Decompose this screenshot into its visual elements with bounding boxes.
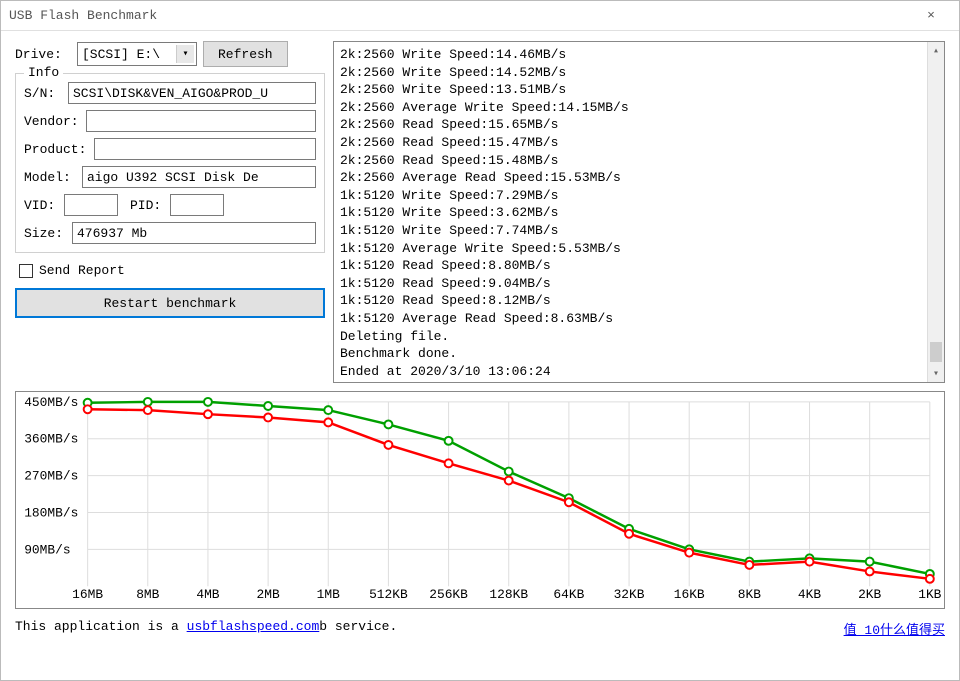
footer-right-link[interactable]: 值 10什么值得买 — [844, 619, 945, 638]
svg-text:8MB: 8MB — [136, 587, 159, 602]
product-field[interactable] — [94, 138, 316, 160]
svg-text:2KB: 2KB — [858, 587, 881, 602]
scroll-up-icon[interactable]: ▴ — [928, 42, 944, 59]
svg-text:270MB/s: 270MB/s — [24, 469, 78, 484]
vendor-field[interactable] — [86, 110, 316, 132]
chevron-down-icon: ▾ — [176, 45, 194, 63]
svg-text:360MB/s: 360MB/s — [24, 432, 78, 447]
footer-prefix: This application is a — [15, 619, 187, 634]
sn-label: S/N: — [24, 86, 64, 101]
pid-field[interactable] — [170, 194, 224, 216]
svg-text:1KB: 1KB — [918, 587, 941, 602]
svg-text:2MB: 2MB — [257, 587, 280, 602]
sn-field[interactable]: SCSI\DISK&VEN_AIGO&PROD_U — [68, 82, 316, 104]
scroll-thumb[interactable] — [930, 342, 942, 362]
footer-link[interactable]: usbflashspeed.com — [187, 619, 320, 634]
titlebar: USB Flash Benchmark × — [1, 1, 959, 31]
svg-text:256KB: 256KB — [429, 587, 468, 602]
vendor-label: Vendor: — [24, 114, 82, 129]
product-label: Product: — [24, 142, 90, 157]
vid-label: VID: — [24, 198, 60, 213]
chart-container: 90MB/s 180MB/s 270MB/s 360MB/s 450MB/s 16MB 8M… — [15, 391, 945, 609]
drive-row: Drive: [SCSI] E:\ ▾ Refresh — [15, 41, 325, 67]
log-panel: 2k:2560 Write Speed:14.46MB/s 2k:2560 Wr… — [333, 41, 945, 383]
drive-label: Drive: — [15, 47, 71, 62]
scroll-down-icon[interactable]: ▾ — [928, 365, 944, 382]
svg-text:450MB/s: 450MB/s — [24, 395, 78, 410]
svg-text:16MB: 16MB — [72, 587, 103, 602]
drive-select[interactable]: [SCSI] E:\ ▾ — [77, 42, 197, 66]
drive-value: [SCSI] E:\ — [82, 47, 160, 62]
top-row: Drive: [SCSI] E:\ ▾ Refresh Info S/N: SC… — [15, 41, 945, 383]
svg-text:16KB: 16KB — [674, 587, 705, 602]
svg-text:4KB: 4KB — [798, 587, 821, 602]
benchmark-chart: 90MB/s 180MB/s 270MB/s 360MB/s 450MB/s 16MB 8M… — [16, 392, 944, 608]
refresh-button[interactable]: Refresh — [203, 41, 288, 67]
pid-label: PID: — [130, 198, 166, 213]
model-label: Model: — [24, 170, 78, 185]
content-area: Drive: [SCSI] E:\ ▾ Refresh Info S/N: SC… — [1, 31, 959, 613]
svg-text:90MB/s: 90MB/s — [24, 542, 70, 557]
size-field[interactable]: 476937 Mb — [72, 222, 316, 244]
window-title: USB Flash Benchmark — [9, 8, 911, 23]
svg-text:1MB: 1MB — [317, 587, 340, 602]
vid-field[interactable] — [64, 194, 118, 216]
svg-text:32KB: 32KB — [614, 587, 645, 602]
footer: This application is a usbflashspeed.comb… — [1, 613, 959, 634]
size-label: Size: — [24, 226, 68, 241]
model-field[interactable]: aigo U392 SCSI Disk De — [82, 166, 316, 188]
send-report-row[interactable]: Send Report — [19, 263, 325, 278]
svg-text:8KB: 8KB — [738, 587, 761, 602]
info-legend: Info — [24, 65, 63, 80]
close-icon[interactable]: × — [911, 4, 951, 28]
svg-text:64KB: 64KB — [553, 587, 584, 602]
log-text[interactable]: 2k:2560 Write Speed:14.46MB/s 2k:2560 Wr… — [334, 42, 927, 382]
send-report-label: Send Report — [39, 263, 125, 278]
svg-text:128KB: 128KB — [489, 587, 528, 602]
restart-benchmark-button[interactable]: Restart benchmark — [15, 288, 325, 318]
left-panel: Drive: [SCSI] E:\ ▾ Refresh Info S/N: SC… — [15, 41, 325, 383]
send-report-checkbox[interactable] — [19, 264, 33, 278]
svg-text:180MB/s: 180MB/s — [24, 505, 78, 520]
info-group: Info S/N: SCSI\DISK&VEN_AIGO&PROD_U Vend… — [15, 73, 325, 253]
footer-mid: b service. — [319, 619, 397, 634]
svg-text:4MB: 4MB — [196, 587, 219, 602]
log-box: 2k:2560 Write Speed:14.46MB/s 2k:2560 Wr… — [333, 41, 945, 383]
svg-text:512KB: 512KB — [369, 587, 408, 602]
scrollbar[interactable]: ▴ ▾ — [927, 42, 944, 382]
